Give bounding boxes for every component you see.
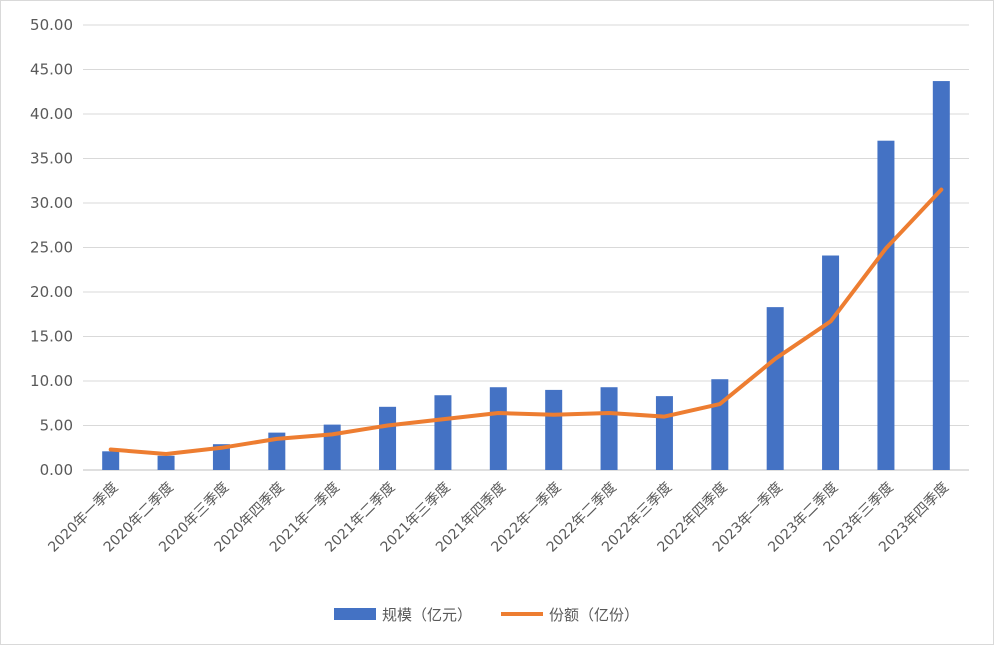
bar-6 [434, 395, 452, 470]
bar-2 [212, 444, 230, 470]
y-tick-label: 25.00 [30, 239, 73, 257]
y-tick-label: 50.00 [30, 16, 73, 34]
y-tick-label: 15.00 [30, 328, 73, 346]
bar-9 [600, 387, 618, 470]
bar-7 [489, 387, 507, 470]
bar-0 [102, 451, 120, 470]
bar-3 [268, 432, 286, 470]
y-tick-label: 10.00 [30, 372, 73, 390]
bar-13 [822, 255, 840, 470]
legend-swatch-bar [334, 608, 376, 620]
y-tick-label: 20.00 [30, 283, 73, 301]
bar-12 [766, 307, 784, 470]
legend-label-line: 份额（亿份） [549, 606, 639, 624]
bar-11 [711, 379, 729, 470]
y-tick-label: 45.00 [30, 61, 73, 79]
bar-1 [157, 455, 175, 470]
y-tick-label: 35.00 [30, 150, 73, 168]
y-tick-label: 30.00 [30, 194, 73, 212]
bar-8 [545, 389, 563, 470]
bar-4 [323, 424, 341, 470]
bar-10 [655, 396, 673, 470]
y-tick-label: 40.00 [30, 105, 73, 123]
legend-label-bar: 规模（亿元） [382, 606, 472, 624]
series-line [108, 187, 944, 456]
bar-5 [379, 406, 397, 470]
y-tick-label: 5.00 [40, 417, 73, 435]
bar-14 [877, 140, 895, 470]
y-tick-label: 0.00 [40, 461, 73, 479]
bar-15 [932, 81, 950, 470]
